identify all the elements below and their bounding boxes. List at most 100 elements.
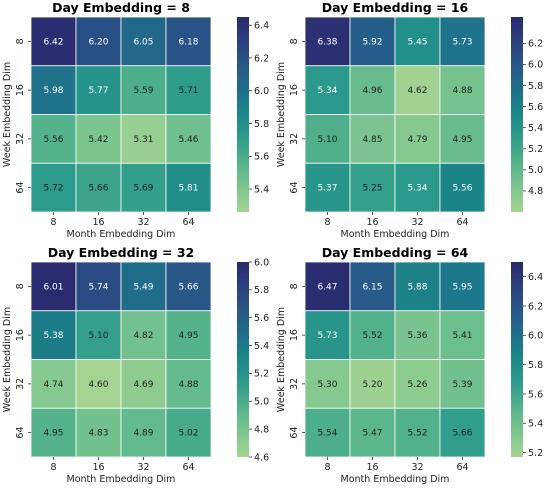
cell-value-label: 5.72 bbox=[43, 184, 63, 194]
heatmap-cell bbox=[439, 359, 486, 409]
heatmap-cell bbox=[394, 162, 441, 213]
colorbar-tick-label: 5.2 bbox=[254, 369, 269, 380]
cell-value-label: 5.92 bbox=[362, 37, 382, 47]
heatmap-cell bbox=[165, 16, 212, 67]
cell-value-label: 4.79 bbox=[407, 135, 427, 145]
x-axis-label: Month Embedding Dim bbox=[341, 229, 450, 240]
x-axis-label: Month Embedding Dim bbox=[67, 474, 176, 485]
colorbar-tick-label: 6.4 bbox=[528, 272, 543, 283]
y-tick-label: 16 bbox=[15, 84, 26, 96]
y-tick-label: 8 bbox=[289, 283, 300, 289]
cell-value-label: 5.56 bbox=[43, 135, 63, 145]
x-tick-label: 16 bbox=[92, 462, 104, 473]
colorbar-tick-label: 5.4 bbox=[528, 419, 543, 430]
heatmap-panel-1: Day Embedding = 8 6.42 6.20 6.05 6.18 5.98 5.7… bbox=[2, 0, 269, 240]
cell-value-label: 5.73 bbox=[317, 331, 337, 341]
cell-value-label: 5.36 bbox=[407, 331, 427, 341]
heatmap-cell bbox=[439, 310, 486, 360]
colorbar bbox=[511, 17, 523, 212]
heatmap-cell bbox=[304, 65, 351, 115]
colorbar-tick-label: 5.8 bbox=[528, 81, 543, 92]
colorbar-tick-label: 5.8 bbox=[528, 360, 543, 371]
colorbar-tick-label: 5.8 bbox=[254, 119, 269, 130]
cell-value-label: 5.59 bbox=[133, 86, 153, 96]
cell-value-label: 5.95 bbox=[452, 282, 472, 292]
x-tick-label: 8 bbox=[324, 217, 330, 228]
cell-value-label: 5.31 bbox=[133, 135, 153, 145]
y-tick-label: 16 bbox=[15, 329, 26, 341]
cell-value-label: 5.69 bbox=[133, 184, 153, 194]
cell-value-label: 5.10 bbox=[88, 331, 108, 341]
cell-value-label: 5.98 bbox=[43, 86, 63, 96]
heatmap-cell bbox=[120, 359, 167, 409]
heatmap-cell bbox=[165, 114, 212, 164]
cell-value-label: 5.41 bbox=[452, 331, 472, 341]
cell-value-label: 6.01 bbox=[43, 282, 63, 292]
colorbar-tick-label: 6.2 bbox=[528, 301, 543, 312]
colorbar-tick-label: 6.2 bbox=[254, 53, 269, 64]
heatmap-cell bbox=[349, 359, 396, 409]
cell-value-label: 4.95 bbox=[43, 429, 63, 439]
cell-value-label: 5.25 bbox=[362, 184, 382, 194]
heatmap-cell bbox=[349, 407, 396, 458]
heatmap-cell bbox=[349, 114, 396, 164]
y-tick-label: 64 bbox=[289, 427, 300, 439]
cell-value-label: 4.89 bbox=[133, 429, 153, 439]
cell-value-label: 5.26 bbox=[407, 380, 427, 390]
heatmap-cell bbox=[75, 114, 122, 164]
y-tick-label: 16 bbox=[289, 329, 300, 341]
heatmap-cell bbox=[165, 407, 212, 458]
cell-value-label: 5.74 bbox=[88, 282, 108, 292]
heatmap-cell bbox=[304, 261, 351, 312]
cell-value-label: 4.85 bbox=[362, 135, 382, 145]
colorbar-tick-label: 6.0 bbox=[528, 331, 543, 342]
heatmap-cell bbox=[165, 65, 212, 115]
cell-value-label: 4.88 bbox=[452, 86, 472, 96]
x-tick-label: 32 bbox=[411, 217, 423, 228]
cell-value-label: 5.49 bbox=[133, 282, 153, 292]
y-axis-label: Week Embedding Dim bbox=[276, 62, 287, 167]
x-tick-label: 32 bbox=[411, 462, 423, 473]
y-axis-label: Week Embedding Dim bbox=[2, 62, 13, 167]
y-tick-label: 64 bbox=[15, 182, 26, 194]
heatmap-cell bbox=[75, 16, 122, 67]
heatmap-cell bbox=[75, 310, 122, 360]
cell-value-label: 4.82 bbox=[133, 331, 153, 341]
cell-value-label: 5.52 bbox=[362, 331, 382, 341]
cell-value-label: 5.34 bbox=[407, 184, 427, 194]
colorbar-tick-label: 4.8 bbox=[254, 424, 269, 435]
x-axis-label: Month Embedding Dim bbox=[67, 229, 176, 240]
y-axis-label: Week Embedding Dim bbox=[2, 307, 13, 412]
cell-value-label: 6.42 bbox=[43, 37, 63, 47]
cell-value-label: 5.66 bbox=[178, 282, 198, 292]
cell-value-label: 6.05 bbox=[133, 37, 153, 47]
x-tick-label: 32 bbox=[137, 462, 149, 473]
cell-value-label: 5.02 bbox=[178, 429, 198, 439]
cell-value-label: 4.60 bbox=[88, 380, 108, 390]
colorbar-tick-label: 5.4 bbox=[528, 123, 543, 134]
cell-value-label: 5.52 bbox=[407, 429, 427, 439]
colorbar-tick-label: 4.8 bbox=[528, 186, 543, 197]
colorbar-tick-label: 6.2 bbox=[528, 39, 543, 50]
heatmap-cell bbox=[394, 261, 441, 312]
x-tick-label: 64 bbox=[182, 462, 194, 473]
cell-value-label: 4.62 bbox=[407, 86, 427, 96]
cell-value-label: 5.30 bbox=[317, 380, 337, 390]
cell-value-label: 5.20 bbox=[362, 380, 382, 390]
cell-value-label: 6.47 bbox=[317, 282, 337, 292]
heatmap-cell bbox=[30, 261, 77, 312]
cell-value-label: 5.42 bbox=[88, 135, 108, 145]
x-tick-label: 16 bbox=[366, 462, 378, 473]
cell-value-label: 6.15 bbox=[362, 282, 382, 292]
cell-value-label: 5.66 bbox=[88, 184, 108, 194]
cell-value-label: 6.38 bbox=[317, 37, 337, 47]
x-tick-label: 64 bbox=[182, 217, 194, 228]
y-tick-label: 32 bbox=[289, 378, 300, 390]
cell-value-label: 5.34 bbox=[317, 86, 337, 96]
colorbar bbox=[237, 262, 249, 457]
heatmap-cell bbox=[439, 261, 486, 312]
colorbar-tick-label: 5.8 bbox=[254, 285, 269, 296]
cell-value-label: 4.74 bbox=[43, 380, 63, 390]
heatmap-cell bbox=[349, 65, 396, 115]
colorbar-tick-label: 5.6 bbox=[254, 313, 269, 324]
